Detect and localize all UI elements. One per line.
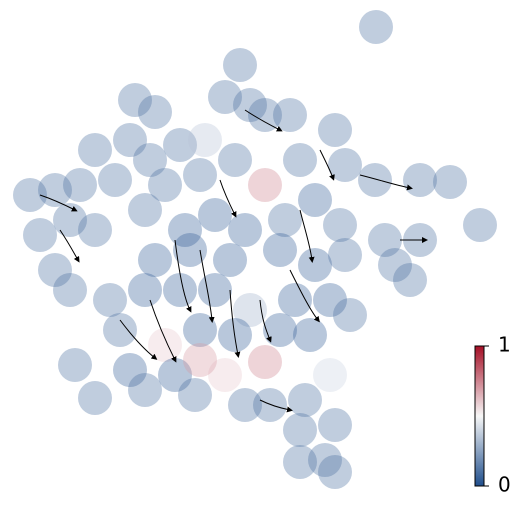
point	[273, 98, 307, 132]
point	[63, 168, 97, 202]
point	[263, 313, 297, 347]
point	[433, 165, 467, 199]
point	[128, 273, 162, 307]
point	[98, 163, 132, 197]
point	[328, 238, 362, 272]
point	[298, 248, 332, 282]
point	[128, 373, 162, 407]
point	[183, 158, 217, 192]
point	[323, 208, 357, 242]
point	[318, 113, 352, 147]
point	[263, 233, 297, 267]
point	[188, 123, 222, 157]
point	[218, 143, 252, 177]
point	[283, 413, 317, 447]
point	[328, 148, 362, 182]
point	[463, 208, 497, 242]
colorbar-gradient	[474, 345, 485, 487]
point	[138, 95, 172, 129]
point	[208, 358, 242, 392]
point	[208, 80, 242, 114]
point	[13, 178, 47, 212]
point	[223, 48, 257, 82]
point	[163, 273, 197, 307]
point	[233, 88, 267, 122]
point	[333, 298, 367, 332]
point	[148, 168, 182, 202]
point	[283, 445, 317, 479]
points	[13, 10, 497, 489]
point	[78, 133, 112, 167]
colorbar-tick-label: 1	[498, 333, 511, 357]
point	[213, 243, 247, 277]
point	[233, 293, 267, 327]
point	[113, 123, 147, 157]
point	[313, 283, 347, 317]
point	[359, 10, 393, 44]
point	[228, 388, 262, 422]
point	[248, 98, 282, 132]
point	[103, 313, 137, 347]
point	[53, 203, 87, 237]
point	[58, 348, 92, 382]
point	[253, 388, 287, 422]
point	[173, 233, 207, 267]
point	[183, 313, 217, 347]
point	[358, 163, 392, 197]
point	[38, 253, 72, 287]
point	[298, 183, 332, 217]
point	[78, 381, 112, 415]
point	[128, 193, 162, 227]
point	[278, 283, 312, 317]
point	[148, 328, 182, 362]
point	[268, 203, 302, 237]
point	[198, 273, 232, 307]
point	[228, 213, 262, 247]
point	[318, 455, 352, 489]
colorbar-tick-label: 0	[498, 473, 511, 497]
point	[198, 198, 232, 232]
point	[313, 358, 347, 392]
point	[118, 83, 152, 117]
point	[168, 213, 202, 247]
point	[368, 223, 402, 257]
point	[288, 383, 322, 417]
streamlines	[39, 109, 428, 413]
point	[138, 243, 172, 277]
point	[308, 443, 342, 477]
point	[78, 213, 112, 247]
point	[178, 378, 212, 412]
point	[378, 248, 412, 282]
point	[38, 173, 72, 207]
point	[248, 168, 282, 202]
point	[113, 353, 147, 387]
point	[403, 163, 437, 197]
point	[248, 345, 282, 379]
point	[283, 143, 317, 177]
point	[318, 408, 352, 442]
colorbar: 01	[474, 333, 511, 497]
point	[133, 143, 167, 177]
point	[53, 273, 87, 307]
point	[393, 263, 427, 297]
point	[93, 283, 127, 317]
point	[183, 343, 217, 377]
point	[163, 128, 197, 162]
point	[158, 358, 192, 392]
point	[293, 318, 327, 352]
point	[23, 218, 57, 252]
